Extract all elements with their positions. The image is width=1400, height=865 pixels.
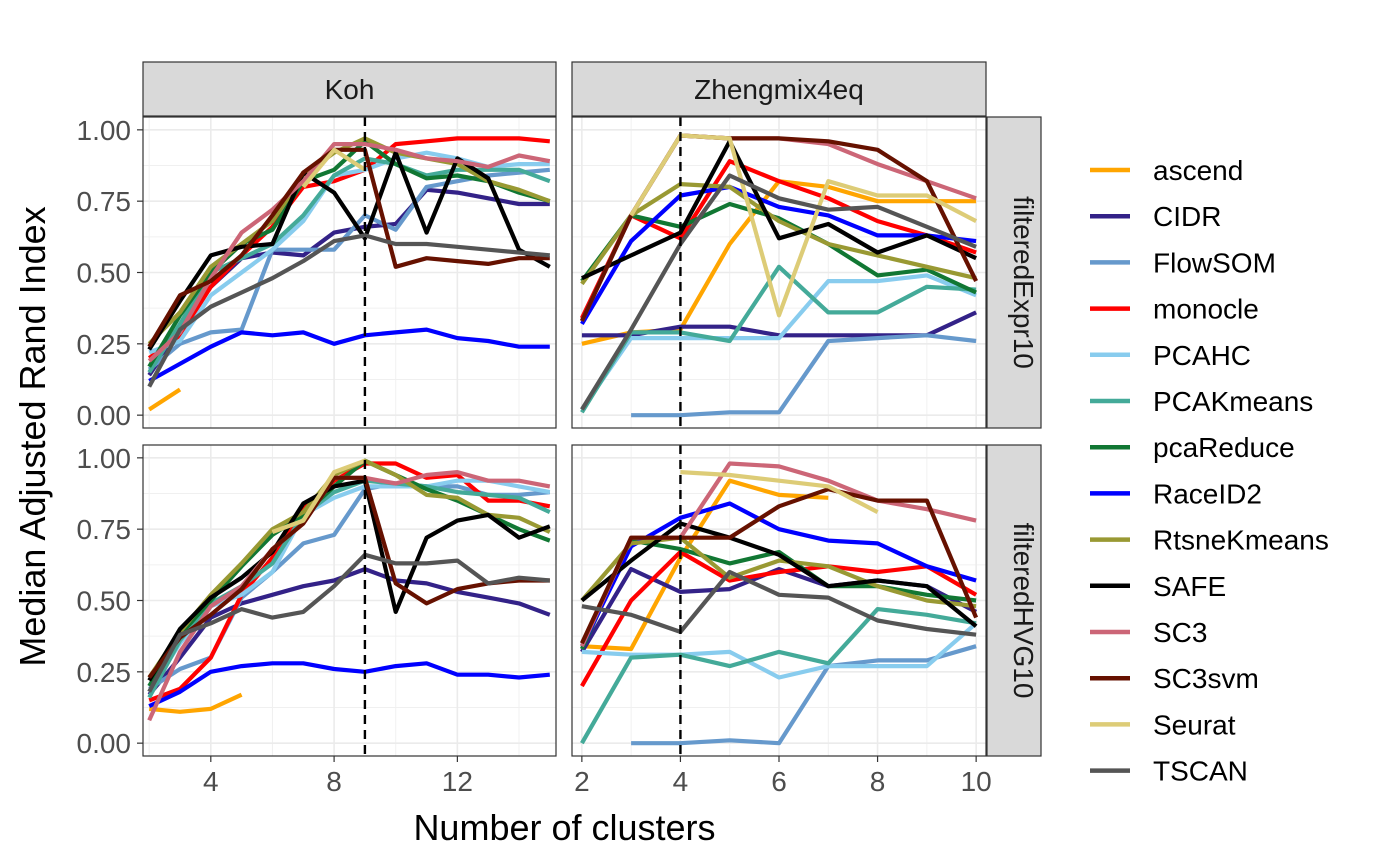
- series-line-TSCAN: [581, 569, 977, 637]
- series-line-SC3: [147, 142, 551, 363]
- series-line-ascend: [581, 478, 829, 652]
- legend-item: CIDR: [1090, 201, 1221, 232]
- y-tick-label: 0.75: [77, 514, 132, 545]
- x-tick-label: 10: [961, 766, 992, 797]
- x-axis-title: Number of clusters: [413, 807, 715, 848]
- series-line-TSCAN: [147, 233, 550, 388]
- series-line-PCAKmeans: [580, 606, 977, 745]
- series-line-PCAHC: [580, 273, 977, 411]
- series-line-SC3svm: [579, 487, 979, 645]
- panel-border: [571, 116, 987, 429]
- x-tick-label: 6: [771, 766, 787, 797]
- legend-label: TSCAN: [1153, 756, 1248, 787]
- legend-item: SC3: [1090, 617, 1207, 648]
- x-tick-label: 8: [870, 766, 886, 797]
- series-group-0-0: [147, 136, 551, 412]
- facet-strip-0: [142, 61, 557, 117]
- legend-item: SC3svm: [1090, 663, 1259, 694]
- series-line-Seurat: [629, 133, 978, 318]
- series-line-monocle: [580, 159, 977, 320]
- legend: ascend CIDR FlowSOM monocle PCAHC PCAKmeans pc…: [1090, 155, 1329, 787]
- y-tick-label: 0.25: [77, 329, 132, 360]
- series-line-RtsneKmeans: [580, 535, 977, 609]
- y-tick-label: 0.00: [77, 728, 132, 759]
- series-group-0-1: [579, 133, 978, 418]
- series-line-Seurat: [301, 147, 367, 189]
- legend-label: SC3svm: [1153, 663, 1259, 694]
- legend-label: CIDR: [1153, 201, 1221, 232]
- y-axis-title: Median Adjusted Rand Index: [12, 206, 53, 666]
- legend-label: monocle: [1153, 294, 1259, 325]
- facet-label: Koh: [325, 74, 375, 105]
- series-line-RaceID2: [580, 184, 977, 325]
- series-line-CIDR: [147, 566, 551, 697]
- series-line-RtsneKmeans: [580, 182, 977, 286]
- legend-item: TSCAN: [1090, 756, 1248, 787]
- series-line-PCAKmeans: [580, 264, 977, 414]
- series-line-SAFE: [580, 521, 978, 628]
- row-facet-label: filteredHVG10: [1008, 523, 1039, 699]
- legend-item: Seurat: [1090, 709, 1236, 740]
- series-line-monocle: [147, 136, 550, 360]
- series-group-1-0: [147, 458, 551, 722]
- x-tick-label: 4: [203, 766, 219, 797]
- series-line-SC3svm: [147, 147, 550, 348]
- legend-item: FlowSOM: [1090, 247, 1276, 278]
- y-tick-label: 0.75: [77, 186, 132, 217]
- series-line-FlowSOM: [631, 644, 977, 746]
- series-line-SAFE: [147, 150, 551, 351]
- legend-label: SC3: [1153, 617, 1207, 648]
- facet-strip-row-0: [986, 116, 1042, 429]
- series-line-TSCAN: [147, 552, 550, 693]
- y-tick-label: 1.00: [77, 115, 132, 146]
- facet-label: Zhengmix4eq: [694, 74, 864, 105]
- y-tick-label: 0.50: [77, 258, 132, 289]
- series-line-FlowSOM: [631, 333, 977, 418]
- series-line-RaceID2: [148, 327, 550, 383]
- legend-item: SAFE: [1090, 571, 1226, 602]
- series-line-ascend: [148, 387, 182, 412]
- x-tick-label: 8: [326, 766, 342, 797]
- legend-label: Seurat: [1153, 709, 1236, 740]
- series-line-SAFE: [147, 478, 551, 682]
- series-group-1-1: [579, 461, 979, 746]
- legend-item: RaceID2: [1090, 478, 1262, 509]
- legend-label: FlowSOM: [1153, 247, 1276, 278]
- legend-item: RtsneKmeans: [1090, 525, 1329, 556]
- facet-strip-row-1: [986, 444, 1042, 757]
- series-line-SC3svm: [147, 475, 550, 679]
- series-line-RaceID2: [148, 661, 550, 709]
- legend-label: ascend: [1153, 155, 1243, 186]
- legend-item: monocle: [1090, 294, 1259, 325]
- y-tick-label: 0.50: [77, 586, 132, 617]
- legend-label: RaceID2: [1153, 478, 1262, 509]
- series-line-monocle: [580, 549, 978, 688]
- series-line-Seurat: [271, 458, 366, 534]
- x-tick-label: 2: [574, 766, 590, 797]
- x-tick-label: 12: [442, 766, 473, 797]
- legend-label: pcaReduce: [1153, 432, 1295, 463]
- series-line-Seurat: [680, 470, 879, 514]
- panel-0-1: [572, 117, 986, 428]
- legend-label: RtsneKmeans: [1153, 525, 1329, 556]
- series-line-TSCAN: [580, 173, 977, 411]
- row-facet-label: filteredExpr10: [1008, 196, 1039, 369]
- panel-1-1: [572, 445, 986, 756]
- x-tick-label: 4: [673, 766, 689, 797]
- series-line-pcaReduce: [580, 201, 977, 295]
- series-line-SAFE: [581, 139, 977, 281]
- y-tick-label: 1.00: [77, 443, 132, 474]
- legend-item: PCAHC: [1090, 340, 1251, 371]
- y-tick-label: 0.25: [77, 657, 132, 688]
- legend-label: PCAKmeans: [1153, 386, 1313, 417]
- y-tick-label: 0.00: [77, 400, 132, 431]
- legend-item: ascend: [1090, 155, 1243, 186]
- series-line-ascend: [149, 692, 243, 714]
- legend-label: SAFE: [1153, 571, 1226, 602]
- legend-item: pcaReduce: [1090, 432, 1295, 463]
- facet-strip-1: [571, 61, 987, 117]
- legend-item: PCAKmeans: [1090, 386, 1313, 417]
- legend-label: PCAHC: [1153, 340, 1251, 371]
